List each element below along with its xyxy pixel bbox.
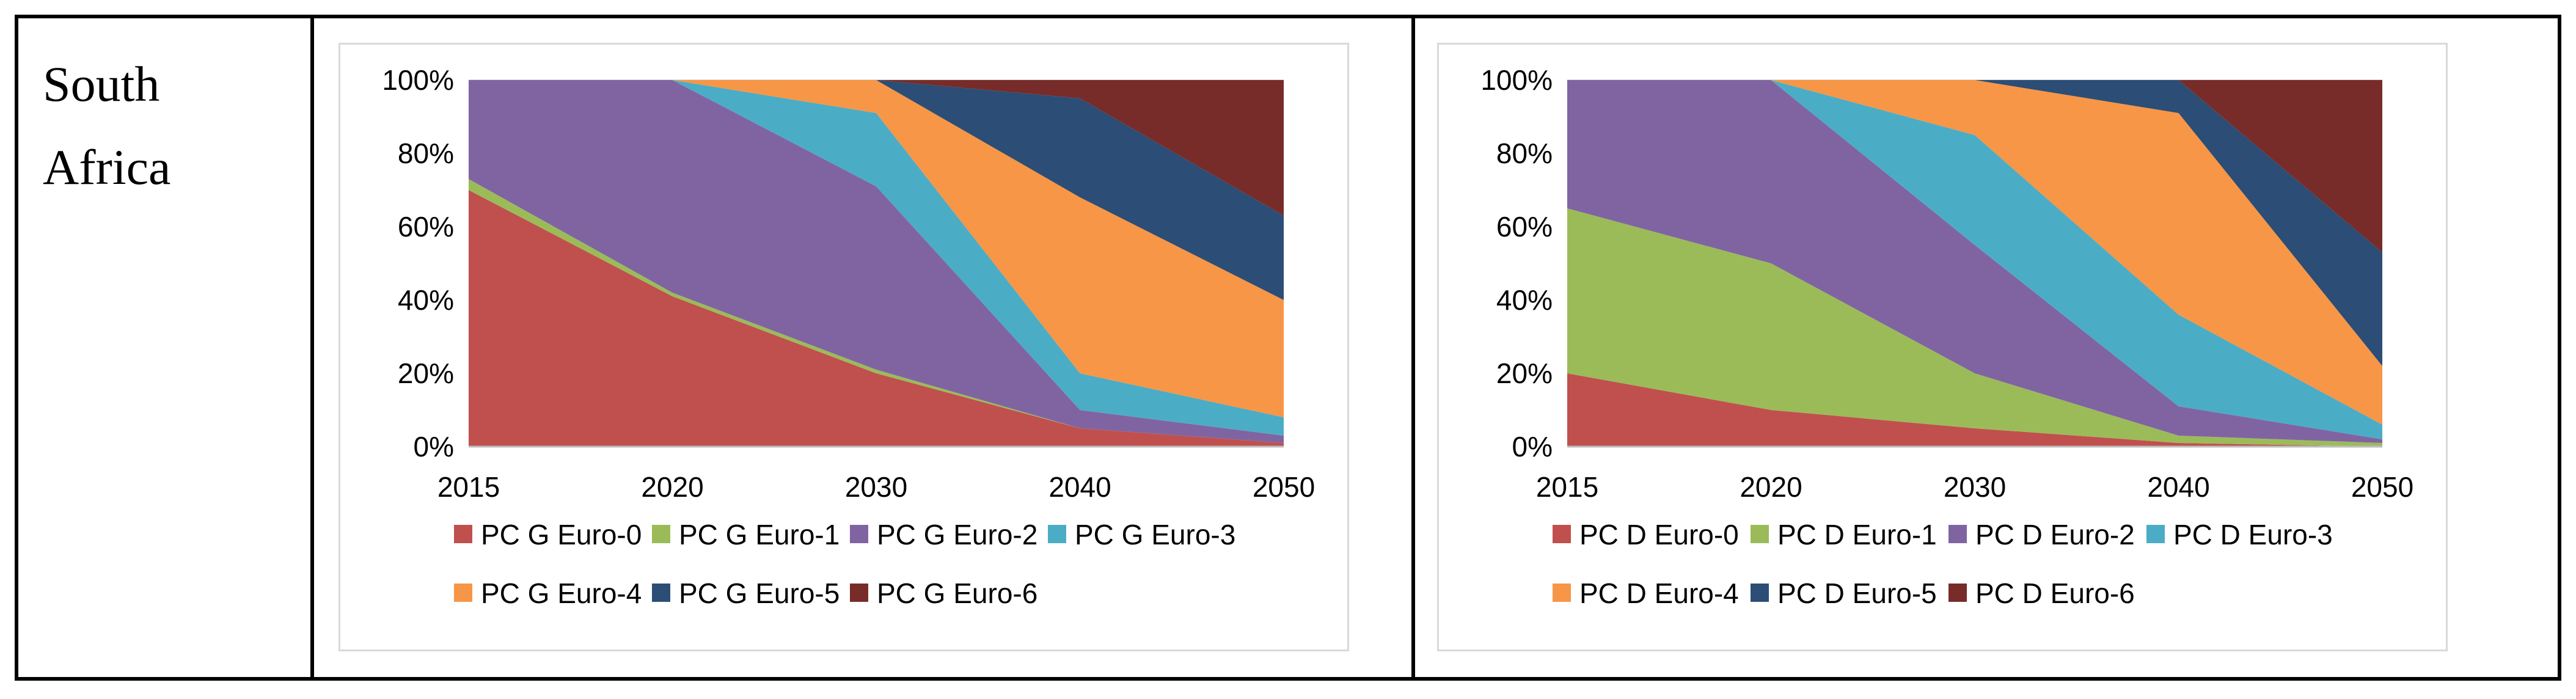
legend-label: PC D Euro-6 xyxy=(1975,577,2135,609)
legend-swatch xyxy=(1751,525,1769,543)
legend-label: PC D Euro-4 xyxy=(1579,577,1739,609)
legend-swatch xyxy=(1553,525,1571,543)
x-tick-label: 2050 xyxy=(2351,471,2413,503)
row-label-line: South xyxy=(43,56,160,112)
legend-label: PC G Euro-0 xyxy=(481,519,642,551)
y-tick-label: 20% xyxy=(398,357,454,389)
legend-item-pc-g-euro-1: PC G Euro-1 xyxy=(652,519,840,551)
area-pc-g-euro-4 xyxy=(469,80,1284,417)
legend-item-pc-d-euro-5: PC D Euro-5 xyxy=(1751,577,1937,609)
y-tick-label: 0% xyxy=(414,431,454,463)
legend-item-pc-d-euro-3: PC D Euro-3 xyxy=(2146,519,2333,551)
legend-item-pc-g-euro-5: PC G Euro-5 xyxy=(652,577,840,609)
area-pc-g-euro-3 xyxy=(469,80,1284,436)
area-pc-d-euro-0 xyxy=(1567,373,2382,447)
legend-label: PC D Euro-2 xyxy=(1975,519,2135,551)
y-tick-label: 40% xyxy=(1496,284,1553,316)
area-pc-d-euro-1 xyxy=(1567,208,2382,447)
legend-swatch xyxy=(1948,584,1967,602)
area-pc-d-euro-3 xyxy=(1567,80,2382,439)
legend-label: PC G Euro-3 xyxy=(1075,519,1235,551)
legend-label: PC G Euro-6 xyxy=(877,577,1037,609)
legend-swatch xyxy=(850,525,868,543)
legend-label: PC G Euro-1 xyxy=(679,519,840,551)
legend-swatch xyxy=(454,525,472,543)
chart-frame-diesel: 0% 20% 40% 60% 80% 100% 2015 2020 2030 2040 2050 PC… xyxy=(1437,43,2448,651)
legend-item-pc-g-euro-2: PC G Euro-2 xyxy=(850,519,1037,551)
legend-swatch xyxy=(1048,525,1066,543)
x-tick-label: 2030 xyxy=(1944,471,2006,503)
chart-petrol-euro-shares: 0% 20% 40% 60% 80% 100% 2015 2020 2030 2040 2050 PC… xyxy=(382,64,1315,609)
legend-label: PC D Euro-3 xyxy=(2173,519,2333,551)
y-tick-label: 60% xyxy=(1496,211,1553,243)
y-tick-label: 80% xyxy=(398,137,454,169)
area-pc-g-euro-0 xyxy=(469,190,1284,447)
legend-label: PC G Euro-2 xyxy=(877,519,1037,551)
x-tick-label: 2015 xyxy=(1536,471,1598,503)
legend-swatch xyxy=(652,525,670,543)
legend-item-pc-g-euro-0: PC G Euro-0 xyxy=(454,519,642,551)
area-pc-g-euro-2 xyxy=(469,80,1284,443)
legend-swatch xyxy=(1751,584,1769,602)
y-tick-label: 20% xyxy=(1496,357,1553,389)
y-tick-label: 40% xyxy=(398,284,454,316)
x-tick-label: 2015 xyxy=(437,471,500,503)
legend-label: PC D Euro-1 xyxy=(1777,519,1937,551)
y-tick-label: 80% xyxy=(1496,137,1553,169)
legend-item-pc-d-euro-6: PC D Euro-6 xyxy=(1948,577,2135,609)
legend-swatch xyxy=(850,584,868,602)
x-tick-label: 2030 xyxy=(845,471,907,503)
legend-item-pc-g-euro-3: PC G Euro-3 xyxy=(1048,519,1235,551)
legend-label: PC G Euro-4 xyxy=(481,577,642,609)
legend-swatch xyxy=(1553,584,1571,602)
x-tick-label: 2020 xyxy=(1740,471,1802,503)
legend-swatch xyxy=(2146,525,2165,543)
x-tick-label: 2040 xyxy=(1048,471,1111,503)
legend-label: PC G Euro-5 xyxy=(679,577,840,609)
legend-item-pc-d-euro-2: PC D Euro-2 xyxy=(1948,519,2135,551)
legend-swatch xyxy=(652,584,670,602)
x-tick-label: 2050 xyxy=(1253,471,1315,503)
row-label-line: Africa xyxy=(43,139,171,195)
legend-item-pc-d-euro-4: PC D Euro-4 xyxy=(1553,577,1739,609)
y-tick-label: 0% xyxy=(1512,431,1553,463)
row-label: South Africa xyxy=(43,43,170,209)
x-tick-label: 2040 xyxy=(2147,471,2209,503)
x-tick-label: 2020 xyxy=(641,471,703,503)
area-pc-g-euro-6 xyxy=(469,80,1284,216)
legend-item-pc-g-euro-6: PC G Euro-6 xyxy=(850,577,1037,609)
legend-label: PC D Euro-0 xyxy=(1579,519,1739,551)
legend-item-pc-d-euro-0: PC D Euro-0 xyxy=(1553,519,1739,551)
legend-swatch xyxy=(454,584,472,602)
y-tick-label: 60% xyxy=(398,211,454,243)
area-pc-d-euro-2 xyxy=(1567,80,2382,443)
y-tick-label: 100% xyxy=(1480,64,1553,96)
legend-item-pc-g-euro-4: PC G Euro-4 xyxy=(454,577,642,609)
layout-table: South Africa xyxy=(15,15,2561,681)
area-pc-d-euro-6 xyxy=(1567,80,2382,252)
column-divider xyxy=(310,18,314,677)
legend-swatch xyxy=(1948,525,1967,543)
legend-item-pc-d-euro-1: PC D Euro-1 xyxy=(1751,519,1937,551)
area-pc-d-euro-4 xyxy=(1567,80,2382,425)
legend-label: PC D Euro-5 xyxy=(1777,577,1937,609)
column-divider xyxy=(1411,18,1415,677)
chart-diesel-euro-shares: 0% 20% 40% 60% 80% 100% 2015 2020 2030 2040 2050 PC… xyxy=(1480,64,2413,609)
area-pc-g-euro-5 xyxy=(469,80,1284,300)
y-tick-label: 100% xyxy=(382,64,454,96)
chart-frame-petrol: 0% 20% 40% 60% 80% 100% 2015 2020 2030 2040 2050 PC… xyxy=(338,43,1349,651)
